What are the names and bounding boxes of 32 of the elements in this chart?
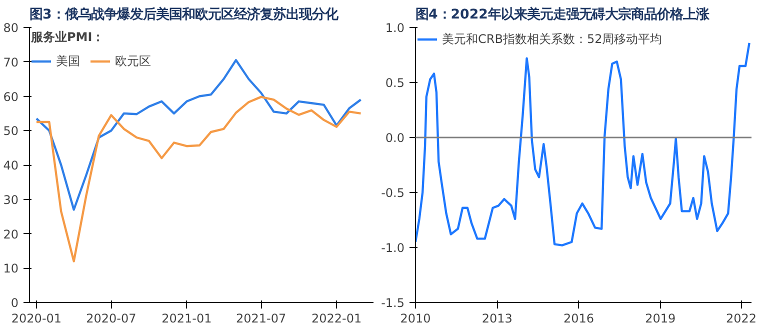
y-tick-label: 0.0: [385, 131, 405, 145]
x-tick-label: 2013: [482, 312, 512, 326]
x-tick-label: 2021-07: [236, 312, 286, 326]
x-tick-label: 2020-07: [86, 312, 136, 326]
y-tick-label: 0.5: [385, 76, 405, 90]
y-tick-label: 20: [3, 227, 19, 242]
x-tick-label: 2019: [645, 312, 676, 326]
y-tick-label: 70: [3, 55, 19, 70]
y-tick-label: 0: [10, 296, 19, 310]
y-tick-label: -1.5: [381, 296, 405, 310]
x-tick-label: 2020-01: [11, 312, 62, 326]
y-tick-label: -1.0: [381, 241, 405, 255]
y-tick-label: 10: [3, 262, 19, 276]
y-tick-label: 1.0: [385, 21, 405, 35]
y-tick-label: 80: [3, 21, 19, 35]
chart-title: 图3：俄乌战争爆发后美国和欧元区经济复苏出现分化: [30, 6, 339, 22]
y-tick-label: 50: [3, 124, 19, 138]
legend-title: 服务业PMI：: [31, 29, 106, 46]
legend-label: 美元和CRB指数相关系数：52周移动平均: [442, 30, 662, 48]
x-tick-label: 2010: [400, 312, 431, 326]
y-tick-label: -0.5: [381, 186, 405, 200]
x-tick-label: 2016: [563, 312, 594, 326]
x-tick-label: 2022-01: [311, 312, 362, 326]
x-tick-label: 2022: [726, 312, 757, 326]
legend-label: 美国: [56, 52, 80, 70]
line-series: [35, 96, 362, 262]
y-tick-label: 60: [3, 90, 19, 104]
y-tick-label: 30: [3, 192, 19, 207]
chart-title: 图4：2022年以来美元走强无碍大宗商品价格上涨: [416, 6, 710, 22]
x-tick-label: 2021-01: [162, 312, 212, 326]
y-tick-label: 40: [3, 158, 19, 172]
legend-label: 欧元区: [115, 52, 151, 70]
